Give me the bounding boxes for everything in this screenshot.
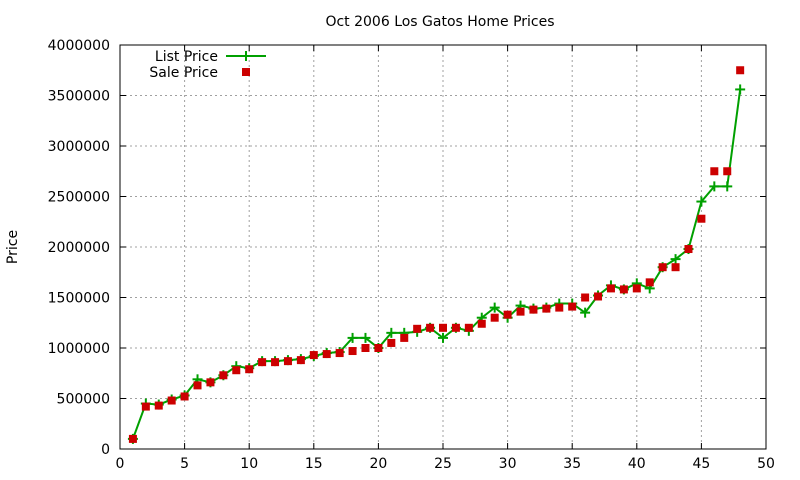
sale-price-point	[451, 323, 460, 332]
x-tick-label: 45	[692, 456, 710, 472]
y-tick-label: 1500000	[48, 291, 110, 307]
sale-price-point	[413, 324, 422, 333]
list-price-point	[438, 332, 448, 343]
x-tick-label: 35	[563, 456, 581, 472]
sale-price-point	[128, 434, 137, 443]
sale-price-point	[503, 310, 512, 319]
sale-price-point	[619, 285, 628, 294]
list-price-point	[696, 196, 707, 207]
list-price-point	[722, 181, 733, 192]
list-price-point	[347, 332, 358, 343]
sale-price-point	[606, 284, 615, 293]
y-tick-label: 1000000	[48, 341, 110, 357]
y-tick-label: 4000000	[48, 38, 110, 54]
x-tick-label: 15	[305, 456, 323, 472]
sale-price-point	[464, 323, 473, 332]
y-tick-label: 2000000	[48, 240, 110, 256]
grid	[120, 45, 766, 449]
list-price-point	[489, 302, 500, 313]
sale-price-point	[154, 401, 163, 410]
sale-price-point	[361, 344, 370, 352]
sale-price-point	[193, 381, 202, 390]
list-price-point	[580, 307, 591, 318]
legend-label: Sale Price	[149, 65, 218, 81]
sale-price-point	[542, 304, 551, 313]
sale-price-point	[245, 365, 254, 374]
sale-price-point	[206, 378, 215, 387]
sale-price-point	[180, 392, 189, 401]
x-tick-label: 40	[628, 456, 646, 472]
sale-price-point	[555, 303, 564, 312]
sale-price-point	[335, 349, 344, 358]
sale-price-point	[658, 263, 667, 272]
sale-price-point	[296, 356, 305, 365]
sale-price-point	[568, 302, 577, 311]
sale-price-point	[258, 358, 267, 367]
axis-ticks: 0 5 10 15 20 25 30 35 40 45 50 0 500000 1000000 150000…	[48, 38, 775, 472]
sale-price-point	[309, 351, 318, 360]
sale-price-point	[516, 307, 525, 316]
list-price-point	[709, 181, 720, 192]
y-tick-label: 2500000	[48, 190, 110, 206]
series-list-price	[127, 84, 746, 444]
sale-price-point	[232, 366, 241, 375]
x-tick-label: 0	[116, 456, 125, 472]
sale-price-point	[167, 396, 176, 405]
sale-price-point	[439, 323, 447, 332]
x-tick-label: 30	[499, 456, 517, 472]
legend-label: List Price	[155, 49, 218, 65]
x-tick-label: 50	[757, 456, 775, 472]
sale-price-point	[271, 358, 280, 367]
sale-price-point	[387, 338, 396, 347]
y-tick-label: 3500000	[48, 89, 110, 105]
list-price-point	[735, 84, 746, 95]
sale-price-point	[477, 319, 486, 328]
sale-price-point	[490, 313, 499, 322]
series-sale-price	[128, 66, 745, 443]
sale-price-point	[632, 284, 641, 293]
chart-title: Oct 2006 Los Gatos Home Prices	[325, 14, 554, 30]
sale-price-point	[736, 66, 745, 75]
sale-price-point	[594, 292, 603, 301]
list-price-point	[386, 327, 397, 338]
sale-price-point	[400, 333, 409, 342]
x-tick-label: 5	[180, 456, 189, 472]
sale-price-point	[219, 371, 228, 380]
y-tick-label: 500000	[57, 392, 110, 408]
x-tick-label: 10	[240, 456, 258, 472]
sale-price-point	[581, 293, 590, 302]
list-price-point	[360, 332, 371, 343]
legend-square-swatch	[242, 68, 250, 76]
sale-price-point	[723, 167, 732, 176]
sale-price-point	[684, 245, 693, 254]
sale-price-point	[426, 323, 435, 332]
y-tick-label: 0	[101, 442, 110, 458]
sale-price-point	[322, 350, 331, 359]
list-price-line	[131, 89, 742, 440]
sale-price-point	[529, 305, 538, 314]
sale-price-point	[283, 357, 292, 366]
y-axis-label: Price	[5, 230, 21, 264]
sale-price-point	[374, 344, 383, 352]
sale-price-point	[710, 167, 719, 176]
sale-price-point	[697, 214, 706, 223]
sale-price-point	[348, 347, 357, 356]
y-tick-label: 3000000	[48, 139, 110, 155]
legend-plus-swatch	[241, 51, 251, 61]
x-tick-label: 20	[369, 456, 387, 472]
sale-price-point	[141, 402, 150, 411]
sale-price-point	[645, 278, 654, 287]
sale-price-point	[671, 263, 680, 272]
x-tick-label: 25	[434, 456, 452, 472]
list-price-point	[670, 254, 681, 265]
series-layer	[127, 66, 746, 444]
